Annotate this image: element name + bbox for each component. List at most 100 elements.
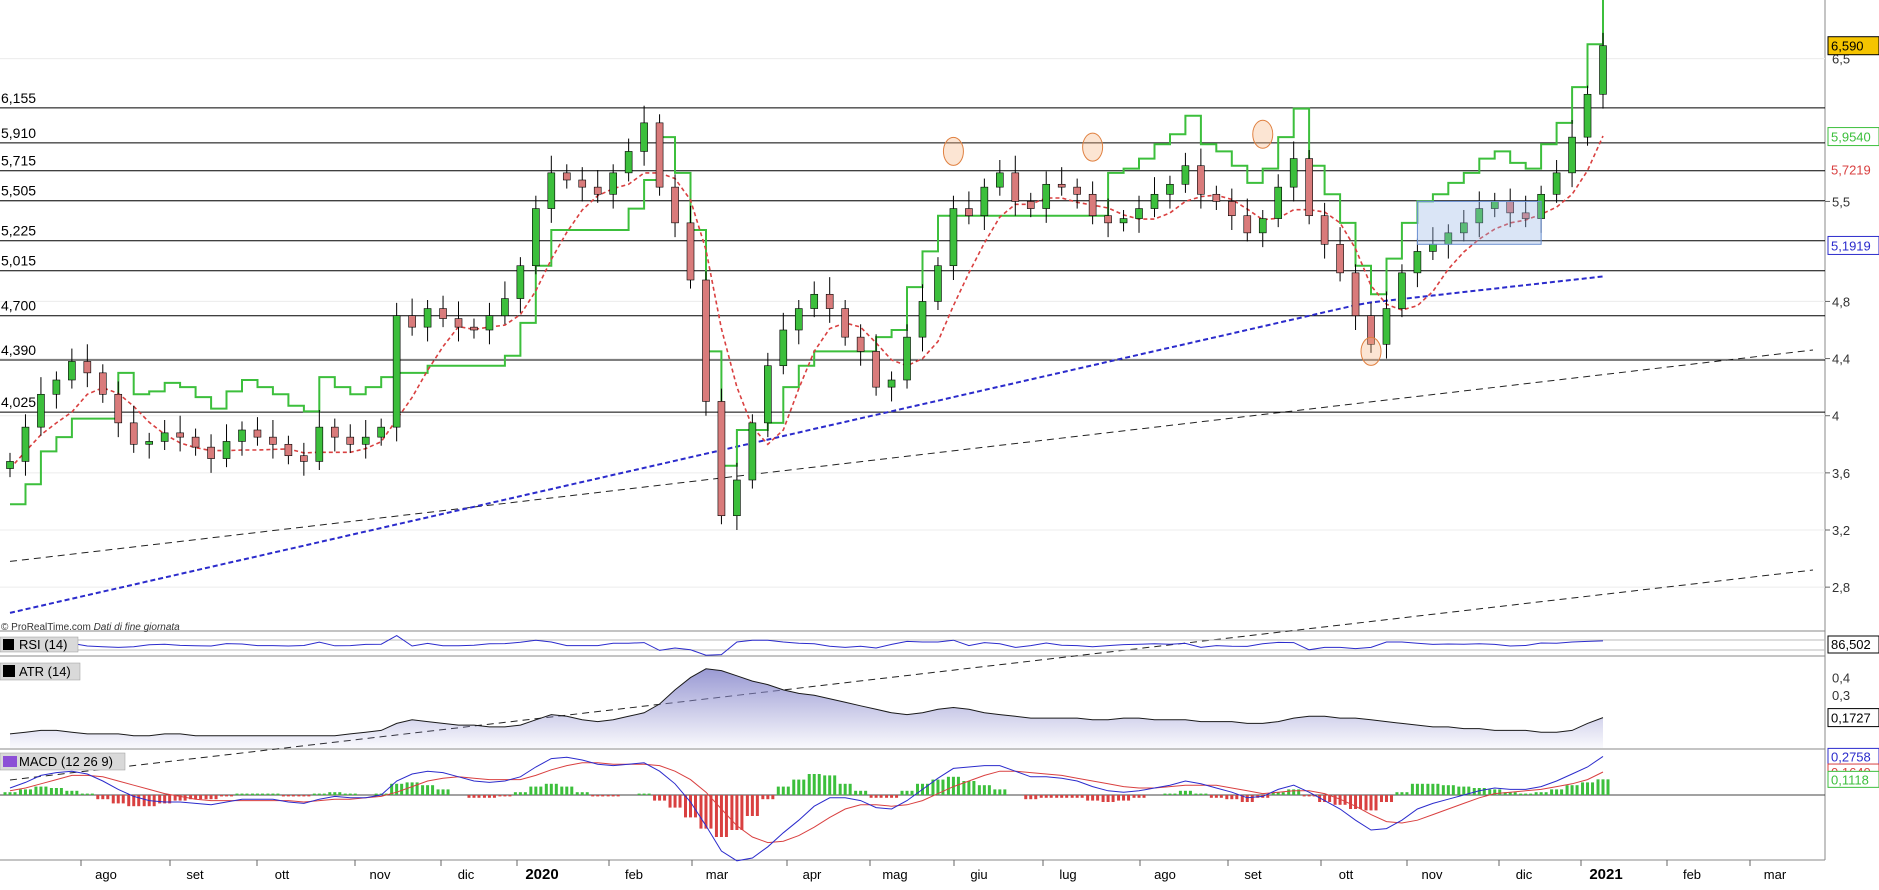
macd-hist-bar — [498, 795, 502, 797]
macd-hist-bar — [194, 795, 198, 800]
macd-hist-bar — [18, 789, 22, 795]
candle-body — [887, 379, 896, 388]
macd-hist-bar — [611, 795, 615, 797]
macd-hist-bar — [127, 795, 131, 807]
candle-body — [485, 315, 494, 331]
macd-hist-bar — [75, 790, 79, 795]
macd-hist-bar — [225, 795, 229, 797]
macd-hist-bar — [1034, 795, 1038, 800]
macd-hist-bar — [1003, 789, 1007, 795]
candle-body — [315, 426, 324, 462]
candle-body — [578, 179, 587, 188]
macd-hist-bar — [704, 795, 708, 829]
trailing-stop-line — [10, 0, 1604, 506]
macd-hist-bar — [204, 795, 208, 800]
macd-hist-bar — [1389, 795, 1393, 802]
candle-body — [1243, 215, 1252, 234]
macd-hist-bar — [616, 795, 620, 797]
trailing-stop-label-box — [1827, 127, 1879, 147]
macd-hist-bar — [3, 792, 7, 795]
macd-hist-bar — [271, 793, 275, 795]
macd-hist-bar — [513, 792, 517, 795]
candle-body — [1475, 208, 1484, 224]
ma200-label-box — [1827, 235, 1879, 255]
macd-hist-bar — [967, 781, 971, 795]
macd-hist-bar — [1586, 782, 1590, 795]
annotation-circle — [1082, 132, 1104, 162]
macd-hist-bar — [1349, 795, 1353, 809]
macd-hist-bar — [585, 792, 589, 795]
y-tick-label: 3,2 — [1832, 523, 1850, 538]
x-month-label: lug — [1059, 867, 1076, 882]
macd-hist-bar — [1570, 785, 1574, 795]
macd-hist-bar — [786, 786, 790, 795]
macd-hist-bar — [1137, 795, 1141, 798]
macd-hist-bar — [1163, 793, 1167, 795]
candle-body — [1568, 136, 1576, 174]
candle-body — [1583, 93, 1592, 138]
candle-body — [83, 361, 92, 374]
candle-body — [176, 432, 184, 438]
macd-hist-bar — [132, 795, 136, 807]
x-month-label: nov — [370, 867, 391, 882]
macd-hist-bar — [807, 774, 811, 795]
candle-body — [1088, 193, 1097, 217]
macd-hist-bar — [322, 793, 326, 795]
macd-hist-bar — [1513, 792, 1517, 795]
macd-hist-bar — [869, 795, 873, 798]
candle-body — [1382, 308, 1391, 345]
macd-hist-bar — [1503, 792, 1507, 795]
macd-color-swatch — [3, 756, 17, 767]
candle-body — [1305, 158, 1313, 217]
y-tick-label: 4,4 — [1832, 352, 1850, 367]
macd-hist-bar — [1307, 795, 1311, 797]
candle-body — [903, 336, 911, 381]
macd-hist-bar — [446, 789, 450, 795]
candle-body — [330, 426, 339, 438]
candle-body — [609, 172, 617, 195]
macd-hist-bar — [338, 792, 342, 795]
macd-hist-bar — [1359, 795, 1363, 809]
candle-body — [377, 426, 385, 438]
macd-hist-bar — [1178, 790, 1182, 795]
macd-hist-bar — [972, 781, 976, 795]
candle-body — [640, 122, 648, 152]
candle-body — [191, 436, 200, 448]
candle-body — [1413, 251, 1422, 274]
level-label: 4,025 — [1, 394, 36, 410]
y-tick-label: 4 — [1832, 409, 1839, 424]
candle-body — [1197, 165, 1205, 195]
candle-body — [269, 436, 277, 445]
candle-body — [748, 422, 757, 481]
macd-hist-bar — [101, 795, 105, 800]
ma200-line — [9, 275, 1604, 614]
macd-hist-bar — [1519, 793, 1523, 795]
macd-hist-bar — [1384, 795, 1388, 802]
candle-body — [392, 315, 401, 428]
candle-body — [284, 443, 293, 457]
macd-hist-bar — [395, 783, 399, 795]
macd-hist-bar — [1302, 795, 1306, 797]
macd-hist-bar — [116, 795, 120, 804]
candle-body — [253, 429, 262, 438]
candle-body — [1274, 186, 1283, 219]
macd-hist-bar — [421, 785, 425, 795]
macd-hist-bar — [1544, 792, 1548, 795]
candle-body — [1367, 315, 1375, 345]
candle-body — [624, 151, 633, 174]
macd-hist-bar — [833, 775, 837, 795]
macd-hist-bar — [220, 795, 224, 797]
macd-hist-bar — [724, 795, 728, 837]
atr-title: ATR (14) — [19, 664, 71, 679]
candle-body — [346, 436, 355, 445]
level-label: 4,390 — [1, 342, 36, 358]
macd-hist-bar — [1122, 795, 1126, 801]
macd-hist-bar — [658, 795, 662, 801]
atr-y-tick: 0,3 — [1832, 688, 1850, 703]
x-month-label: 2020 — [525, 866, 558, 883]
macd-hist-bar — [1601, 779, 1605, 795]
macd-hist-bar — [885, 795, 889, 798]
macd-hist-bar — [596, 795, 600, 797]
